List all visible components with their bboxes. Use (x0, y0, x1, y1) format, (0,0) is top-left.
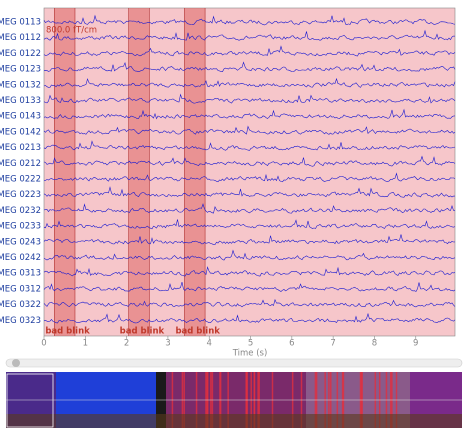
plot-area (43, 7, 456, 337)
trace (43, 61, 456, 73)
channel-label: MEG 0132 (0, 80, 41, 90)
scale-label: 800.0 fT/cm (46, 26, 97, 36)
trace (43, 219, 456, 230)
trace (43, 29, 456, 41)
trace (43, 249, 456, 261)
trace (43, 312, 456, 324)
annotation-label: bad blink (175, 327, 220, 337)
trace (43, 282, 456, 292)
channel-label: MEG 0213 (0, 143, 41, 153)
channel-label: MEG 0323 (0, 316, 41, 326)
channel-label: MEG 0233 (0, 222, 41, 232)
trace (43, 155, 456, 167)
x-tick-label: 0 (41, 339, 46, 349)
channel-label: MEG 0312 (0, 284, 41, 294)
x-axis-label: Time (s) (232, 349, 268, 359)
x-tick-label: 2 (124, 339, 129, 349)
channel-label: MEG 0212 (0, 159, 41, 169)
x-tick-label: 1 (83, 339, 88, 349)
trace (43, 45, 456, 57)
annotation-span (54, 8, 75, 336)
scroll-handle[interactable] (12, 359, 20, 367)
x-tick-label: 7 (330, 339, 335, 349)
overview-lower (6, 414, 462, 428)
x-tick-label: 9 (413, 339, 418, 349)
x-tick-label: 5 (248, 339, 253, 349)
channel-label: MEG 0242 (0, 253, 41, 263)
annotation-span (184, 8, 206, 336)
x-tick-label: 8 (372, 339, 377, 349)
trace (43, 203, 456, 214)
channel-label: MEG 0143 (0, 112, 41, 122)
annotation-label: bad blink (45, 327, 90, 337)
trace (43, 14, 456, 26)
trace (43, 93, 456, 104)
channel-label: MEG 0122 (0, 49, 41, 59)
trace (43, 77, 456, 88)
trace (43, 108, 456, 120)
annotation-span (128, 8, 150, 336)
scrollbar[interactable] (5, 358, 463, 368)
channel-label: MEG 0223 (0, 190, 41, 200)
channel-label: MEG 0133 (0, 96, 41, 106)
x-tick-label: 4 (207, 339, 212, 349)
trace (43, 186, 455, 198)
overview-window (6, 373, 54, 428)
trace (43, 172, 456, 183)
channel-label: MEG 0112 (0, 33, 41, 43)
x-tick-label: 6 (289, 339, 294, 349)
channel-label: MEG 0313 (0, 269, 41, 279)
channel-label: MEG 0113 (0, 18, 41, 28)
trace (43, 298, 456, 308)
x-tick-label: 3 (165, 339, 170, 349)
trace (43, 234, 456, 245)
annotation-label: bad blink (120, 327, 165, 337)
trace (43, 140, 456, 151)
channel-label: MEG 0123 (0, 65, 41, 75)
trace (43, 125, 456, 135)
channel-label: MEG 0232 (0, 206, 41, 216)
channel-label: MEG 0322 (0, 300, 41, 310)
trace (43, 266, 456, 277)
channel-label: MEG 0222 (0, 175, 41, 185)
channel-label: MEG 0142 (0, 127, 41, 137)
channel-label: MEG 0243 (0, 237, 41, 247)
